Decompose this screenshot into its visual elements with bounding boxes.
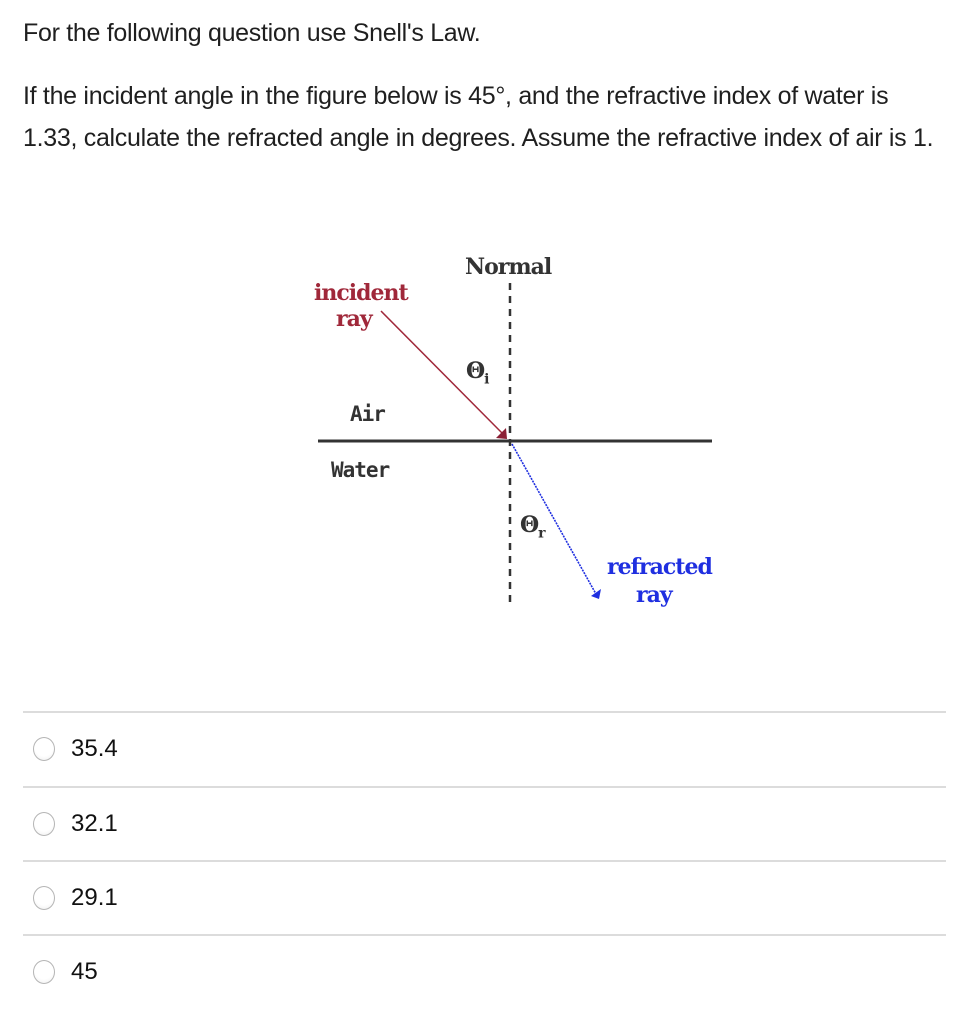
divider bbox=[23, 860, 946, 862]
water-label: Water bbox=[331, 458, 390, 482]
radio-button[interactable] bbox=[33, 737, 55, 761]
radio-button[interactable] bbox=[33, 886, 55, 910]
divider bbox=[23, 786, 946, 788]
incident-arrowhead-icon bbox=[496, 428, 507, 439]
divider bbox=[23, 711, 946, 713]
incident-label: incident bbox=[314, 280, 409, 306]
refraction-diagram bbox=[318, 283, 712, 602]
refracted-ray bbox=[511, 443, 597, 595]
incident-label-ray: ray bbox=[336, 306, 373, 332]
answer-option-1[interactable]: 35.4 bbox=[23, 714, 946, 784]
intro-text: For the following question use Snell's L… bbox=[23, 19, 481, 47]
normal-label: Normal bbox=[465, 254, 552, 280]
question-text: If the incident angle in the figure belo… bbox=[23, 82, 934, 152]
divider bbox=[23, 934, 946, 936]
refracted-label: refracted bbox=[607, 554, 713, 580]
incident-ray bbox=[380, 310, 504, 435]
radio-button[interactable] bbox=[33, 960, 55, 984]
air-label: Air bbox=[350, 402, 386, 426]
answer-option-4[interactable]: 45 bbox=[23, 937, 946, 1007]
answer-option-3[interactable]: 29.1 bbox=[23, 863, 946, 933]
snells-law-figure: Normal incident ray Θi Air Water Θr refr… bbox=[300, 250, 720, 620]
answer-option-2[interactable]: 32.1 bbox=[23, 789, 946, 859]
option-label: 29.1 bbox=[71, 884, 118, 911]
radio-button[interactable] bbox=[33, 812, 55, 836]
theta-r-label: Θr bbox=[520, 512, 546, 542]
option-label: 45 bbox=[71, 958, 98, 985]
option-label: 35.4 bbox=[71, 735, 118, 762]
theta-i-label: Θi bbox=[466, 358, 490, 388]
refracted-arrowhead-icon bbox=[591, 589, 601, 599]
option-label: 32.1 bbox=[71, 810, 118, 837]
refracted-label-ray: ray bbox=[636, 582, 673, 608]
